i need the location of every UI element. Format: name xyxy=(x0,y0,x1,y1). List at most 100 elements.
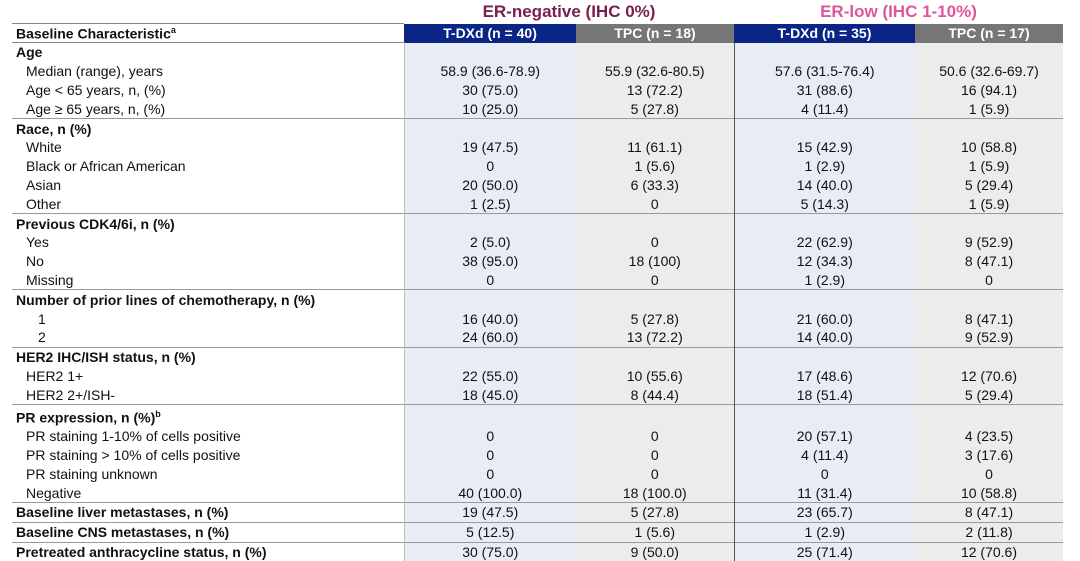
cell-value: 55.9 (32.6-80.5) xyxy=(576,61,734,81)
row-label: 2 xyxy=(38,329,46,346)
table-row: PR staining > 10% of cells positive 0 0 4 (… xyxy=(12,445,1063,465)
table-row: HER2 1+ 22 (55.0) 10 (55.6) 17 (48.6) 12 (70… xyxy=(12,366,1063,386)
cell-value: 0 xyxy=(403,156,576,176)
cell-value: 10 (58.8) xyxy=(915,137,1063,157)
table-row: Age ≥ 65 years, n, (%) 10 (25.0) 5 (27.8) 4… xyxy=(12,99,1063,119)
cell-value: 1 (2.9) xyxy=(733,156,915,176)
cell-value xyxy=(403,346,576,367)
cell-value: 0 xyxy=(576,194,734,214)
cell-value xyxy=(915,346,1063,367)
group-title-er-low: ER-low (IHC 1-10%) xyxy=(820,2,977,21)
cell-value: 22 (62.9) xyxy=(733,232,915,252)
cell-value: 57.6 (31.5-76.4) xyxy=(733,61,915,81)
cell-value xyxy=(733,118,915,138)
cell-value xyxy=(915,118,1063,138)
row-label: HER2 2+/ISH- xyxy=(26,386,116,403)
cell-value: 8 (44.4) xyxy=(576,385,734,405)
cell-value: 10 (58.8) xyxy=(915,483,1063,503)
cell-value: 30 (75.0) xyxy=(403,80,576,100)
table-row: Pretreated anthracycline status, n (%) 30… xyxy=(12,541,1063,561)
table-row: White 19 (47.5) 11 (61.1) 15 (42.9) 10 (58.8… xyxy=(12,137,1063,157)
cell-value: 12 (34.3) xyxy=(733,251,915,271)
cell-value: 0 xyxy=(576,426,734,446)
cell-value: 13 (72.2) xyxy=(576,327,734,348)
cell-value: 31 (88.6) xyxy=(733,80,915,100)
cell-value: 4 (11.4) xyxy=(733,99,915,119)
row-label: Asian xyxy=(26,176,62,193)
row-label: Other xyxy=(26,195,62,212)
cell-value: 1 (5.9) xyxy=(915,99,1063,119)
cell-value: 16 (94.1) xyxy=(915,80,1063,100)
header-baseline-characteristic: Baseline Characteristica xyxy=(12,23,404,43)
cell-value: 0 xyxy=(576,232,734,252)
row-label: Baseline CNS metastases, n (%) xyxy=(12,521,404,543)
table-row: No 38 (95.0) 18 (100) 12 (34.3) 8 (47.1) xyxy=(12,251,1063,271)
table-row: HER2 2+/ISH- 18 (45.0) 8 (44.4) 18 (51.4) 5 … xyxy=(12,385,1063,405)
cell-value: 14 (40.0) xyxy=(733,327,915,348)
cell-value: 0 xyxy=(576,270,734,290)
cell-value xyxy=(576,118,734,138)
header-er-negative-tdxd: T-DXd (n = 40) xyxy=(404,23,576,43)
table-row: PR expression, n (%)b xyxy=(12,404,1063,427)
cell-value: 11 (31.4) xyxy=(733,483,915,503)
cell-value: 0 xyxy=(915,270,1063,290)
table-row: Median (range), years 58.9 (36.6-78.9) 55.… xyxy=(12,61,1063,81)
header-er-negative-tpc: TPC (n = 18) xyxy=(576,23,734,43)
cell-value xyxy=(733,42,915,62)
cell-value: 2 (11.8) xyxy=(915,521,1063,543)
row-label: Age xyxy=(16,44,43,61)
table-row: Black or African American 0 1 (5.6) 1 (2.9)… xyxy=(12,156,1063,176)
cell-value: 4 (23.5) xyxy=(915,426,1063,446)
cell-value xyxy=(576,289,734,310)
row-label: Pretreated anthracycline status, n (%) xyxy=(12,541,404,561)
cell-value xyxy=(403,289,576,310)
cell-value: 21 (60.0) xyxy=(733,309,915,328)
cell-value: 1 (2.9) xyxy=(733,270,915,290)
cell-value: 8 (47.1) xyxy=(915,501,1063,523)
table-row: Yes 2 (5.0) 0 22 (62.9) 9 (52.9) xyxy=(12,232,1063,252)
table-row: Age < 65 years, n, (%) 30 (75.0) 13 (72.2)… xyxy=(12,80,1063,100)
row-label: Missing xyxy=(26,271,74,288)
row-label: 1 xyxy=(38,310,46,327)
table-row: Negative 40 (100.0) 18 (100.0) 11 (31.4) 10 … xyxy=(12,483,1063,503)
cell-value: 16 (40.0) xyxy=(403,309,576,328)
row-label: HER2 1+ xyxy=(26,367,84,384)
table-row: Baseline liver metastases, n (%) 19 (47.5… xyxy=(12,501,1063,523)
table-row: Other 1 (2.5) 0 5 (14.3) 1 (5.9) xyxy=(12,194,1063,214)
group-title-er-negative: ER-negative (IHC 0%) xyxy=(482,2,656,21)
table-row: Missing 0 0 1 (2.9) 0 xyxy=(12,270,1063,290)
cell-value: 8 (47.1) xyxy=(915,251,1063,271)
cell-value: 0 xyxy=(403,270,576,290)
cell-value: 4 (11.4) xyxy=(733,445,915,465)
cell-value: 1 (5.9) xyxy=(915,156,1063,176)
cell-value: 18 (100) xyxy=(576,251,734,271)
table-row: Baseline CNS metastases, n (%) 5 (12.5) 1 … xyxy=(12,521,1063,543)
table-row: Race, n (%) xyxy=(12,118,1063,138)
cell-value: 50.6 (32.6-69.7) xyxy=(915,61,1063,81)
cell-value xyxy=(403,118,576,138)
row-label: Age < 65 years, n, (%) xyxy=(26,81,166,98)
row-label: Baseline liver metastases, n (%) xyxy=(12,501,404,523)
cell-value xyxy=(403,404,576,427)
cell-value: 9 (52.9) xyxy=(915,327,1063,348)
row-label: HER2 IHC/ISH status, n (%) xyxy=(12,346,404,367)
header-er-low-tdxd: T-DXd (n = 35) xyxy=(734,23,915,43)
cell-value: 0 xyxy=(576,445,734,465)
cell-value: 9 (50.0) xyxy=(576,541,734,561)
table-row: PR staining 1-10% of cells positive 0 0 20 … xyxy=(12,426,1063,446)
cell-value xyxy=(576,213,734,233)
cell-value: 6 (33.3) xyxy=(576,175,734,195)
cell-value: 23 (65.7) xyxy=(733,501,915,523)
cell-value xyxy=(576,404,734,427)
table-row: 1 16 (40.0) 5 (27.8) 21 (60.0) 8 (47.1) xyxy=(12,309,1063,328)
cell-value: 3 (17.6) xyxy=(915,445,1063,465)
cell-value: 9 (52.9) xyxy=(915,232,1063,252)
cell-value: 24 (60.0) xyxy=(403,327,576,348)
cell-value: 25 (71.4) xyxy=(733,541,915,561)
cell-value xyxy=(915,404,1063,427)
cell-value: 1 (5.6) xyxy=(576,156,734,176)
row-label: Number of prior lines of chemotherapy, n… xyxy=(12,289,404,310)
cell-value: 0 xyxy=(403,464,576,484)
cell-value: 5 (12.5) xyxy=(403,521,576,543)
cell-value: 19 (47.5) xyxy=(403,501,576,523)
